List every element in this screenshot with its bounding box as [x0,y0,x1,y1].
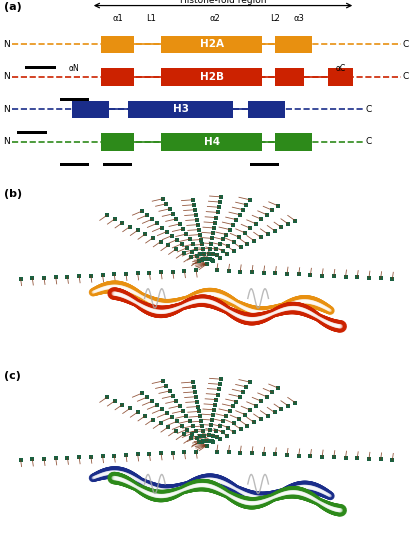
Text: N: N [4,137,10,146]
Bar [103,163,132,166]
Bar [161,35,262,53]
Bar [248,101,285,118]
Bar [17,131,47,134]
Text: N: N [4,72,10,81]
Text: α3: α3 [294,14,305,23]
Bar [60,98,89,101]
Bar [72,101,109,118]
Bar [101,133,134,150]
Text: H4: H4 [204,137,220,147]
Text: L2: L2 [270,14,280,23]
Bar [101,68,134,86]
Text: N: N [4,105,10,114]
Bar [275,35,312,53]
Text: Histone-fold region: Histone-fold region [180,0,266,4]
Bar [275,68,304,86]
Bar [275,133,312,150]
Text: C: C [403,40,409,49]
Text: (c): (c) [4,372,21,382]
Text: α1: α1 [112,14,123,23]
Text: (b): (b) [4,189,22,199]
Text: C: C [366,105,372,114]
Text: H2B: H2B [199,72,224,82]
Text: α2: α2 [209,14,220,23]
Text: C: C [403,72,409,81]
Bar [161,133,262,150]
Bar [25,66,56,69]
Text: αC: αC [336,64,346,72]
Text: H2A: H2A [199,39,224,49]
Bar [60,163,89,166]
Text: N: N [4,40,10,49]
Bar [250,163,279,166]
Text: H3: H3 [173,105,189,114]
Bar [128,101,233,118]
Text: L1: L1 [146,14,156,23]
Bar [101,35,134,53]
Bar [328,68,353,86]
Bar [161,68,262,86]
Text: C: C [366,137,372,146]
Text: (a): (a) [4,2,22,12]
Text: αN: αN [69,64,80,72]
